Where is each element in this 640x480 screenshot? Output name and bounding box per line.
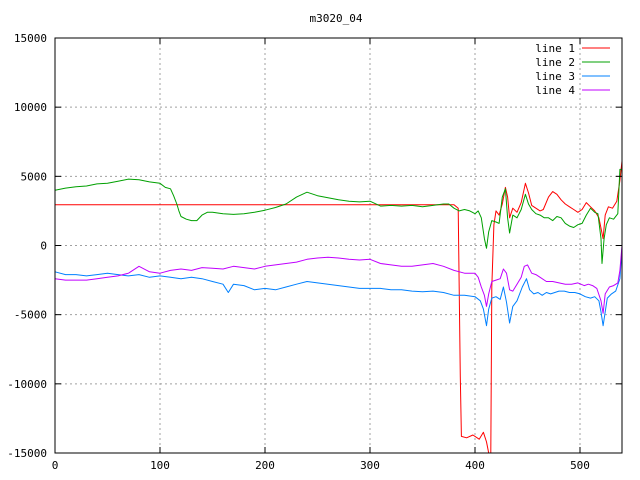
x-tick-label: 500 <box>570 459 590 472</box>
series-lines <box>54 161 623 454</box>
x-tick-label: 400 <box>465 459 485 472</box>
legend-label: line 1 <box>535 42 575 55</box>
x-tick-label: 300 <box>360 459 380 472</box>
legend-label: line 3 <box>535 70 575 83</box>
x-tick-label: 200 <box>255 459 275 472</box>
y-tick-label: -10000 <box>7 378 47 391</box>
legend-label: line 4 <box>535 84 575 97</box>
y-tick-label: 15000 <box>14 32 47 45</box>
x-tick-label: 0 <box>52 459 59 472</box>
axis-ticks: 0 100 200 300 400 500 -15000 -10000 -5000 0 5000 10… <box>7 32 622 472</box>
x-tick-label: 100 <box>150 459 170 472</box>
y-tick-label: 0 <box>40 240 47 253</box>
grid-lines <box>55 38 622 453</box>
chart-title: m3020_04 <box>310 12 363 25</box>
series-line-1 <box>55 161 623 454</box>
series-line-2 <box>54 168 622 264</box>
series-line-4 <box>54 245 623 314</box>
y-tick-label: 10000 <box>14 101 47 114</box>
legend-label: line 2 <box>535 56 575 69</box>
series-line-3 <box>54 248 623 327</box>
y-tick-label: 5000 <box>21 170 48 183</box>
y-tick-label: -15000 <box>7 447 47 460</box>
y-tick-label: -5000 <box>14 309 47 322</box>
